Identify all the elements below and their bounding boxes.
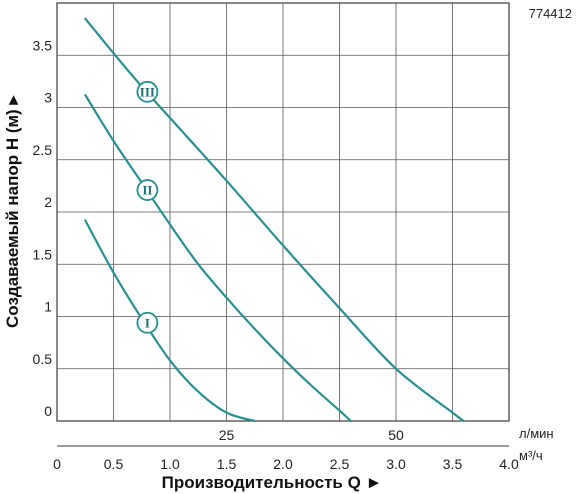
x-tick-label: 0 <box>53 456 61 472</box>
y-tick-label: 1.5 <box>33 246 53 262</box>
y-tick-labels: 0 0.5 1 1.5 2 2.5 3 3.5 4 <box>33 0 53 419</box>
x-tick-label: 2.5 <box>330 456 350 472</box>
y-axis-title: Создаваемый напор H (м) ▸ <box>3 95 22 328</box>
curve-iii <box>84 17 465 423</box>
x-tick-label: 1.0 <box>160 456 180 472</box>
y-tick-label: 1 <box>44 299 52 315</box>
y-tick-label: 2 <box>44 194 52 210</box>
code-label: 774412 <box>529 6 572 21</box>
curve-label: III <box>140 84 155 99</box>
x-tick-labels: 0 0.5 1.0 1.5 2.0 2.5 3.0 3.5 4.0 <box>53 456 519 472</box>
unit-primary: м³/ч <box>519 448 543 463</box>
curve-label: II <box>142 183 152 198</box>
curve-label-badge <box>136 179 159 201</box>
x-axis-title: Производительность Q ► <box>162 473 383 492</box>
y-tick-label: 0.5 <box>33 351 53 367</box>
curve-label-badge <box>136 311 159 334</box>
x-tick-label: 0.5 <box>104 456 124 472</box>
curve-ii <box>84 93 352 423</box>
y-tick-label: 4 <box>44 0 52 1</box>
curve-i <box>84 219 256 423</box>
x-tick-label: 1.5 <box>217 456 237 472</box>
secondary-tick-label: 25 <box>219 427 235 443</box>
x-tick-label: 2.0 <box>273 456 293 472</box>
grid <box>57 3 509 421</box>
curve-label-badge <box>136 80 159 103</box>
x-tick-label: 3.5 <box>443 456 463 472</box>
unit-secondary: л/мин <box>519 426 554 441</box>
x-tick-label: 4.0 <box>499 456 519 472</box>
x-tick-label: 3.0 <box>386 456 406 472</box>
y-tick-label: 3.5 <box>33 37 53 53</box>
y-tick-label: 2.5 <box>33 142 53 158</box>
y-tick-label: 0 <box>44 403 52 419</box>
curve-label: I <box>145 315 150 330</box>
secondary-tick-labels: 25 50 <box>219 427 404 443</box>
secondary-tick-label: 50 <box>388 427 404 443</box>
y-tick-label: 3 <box>44 90 52 106</box>
